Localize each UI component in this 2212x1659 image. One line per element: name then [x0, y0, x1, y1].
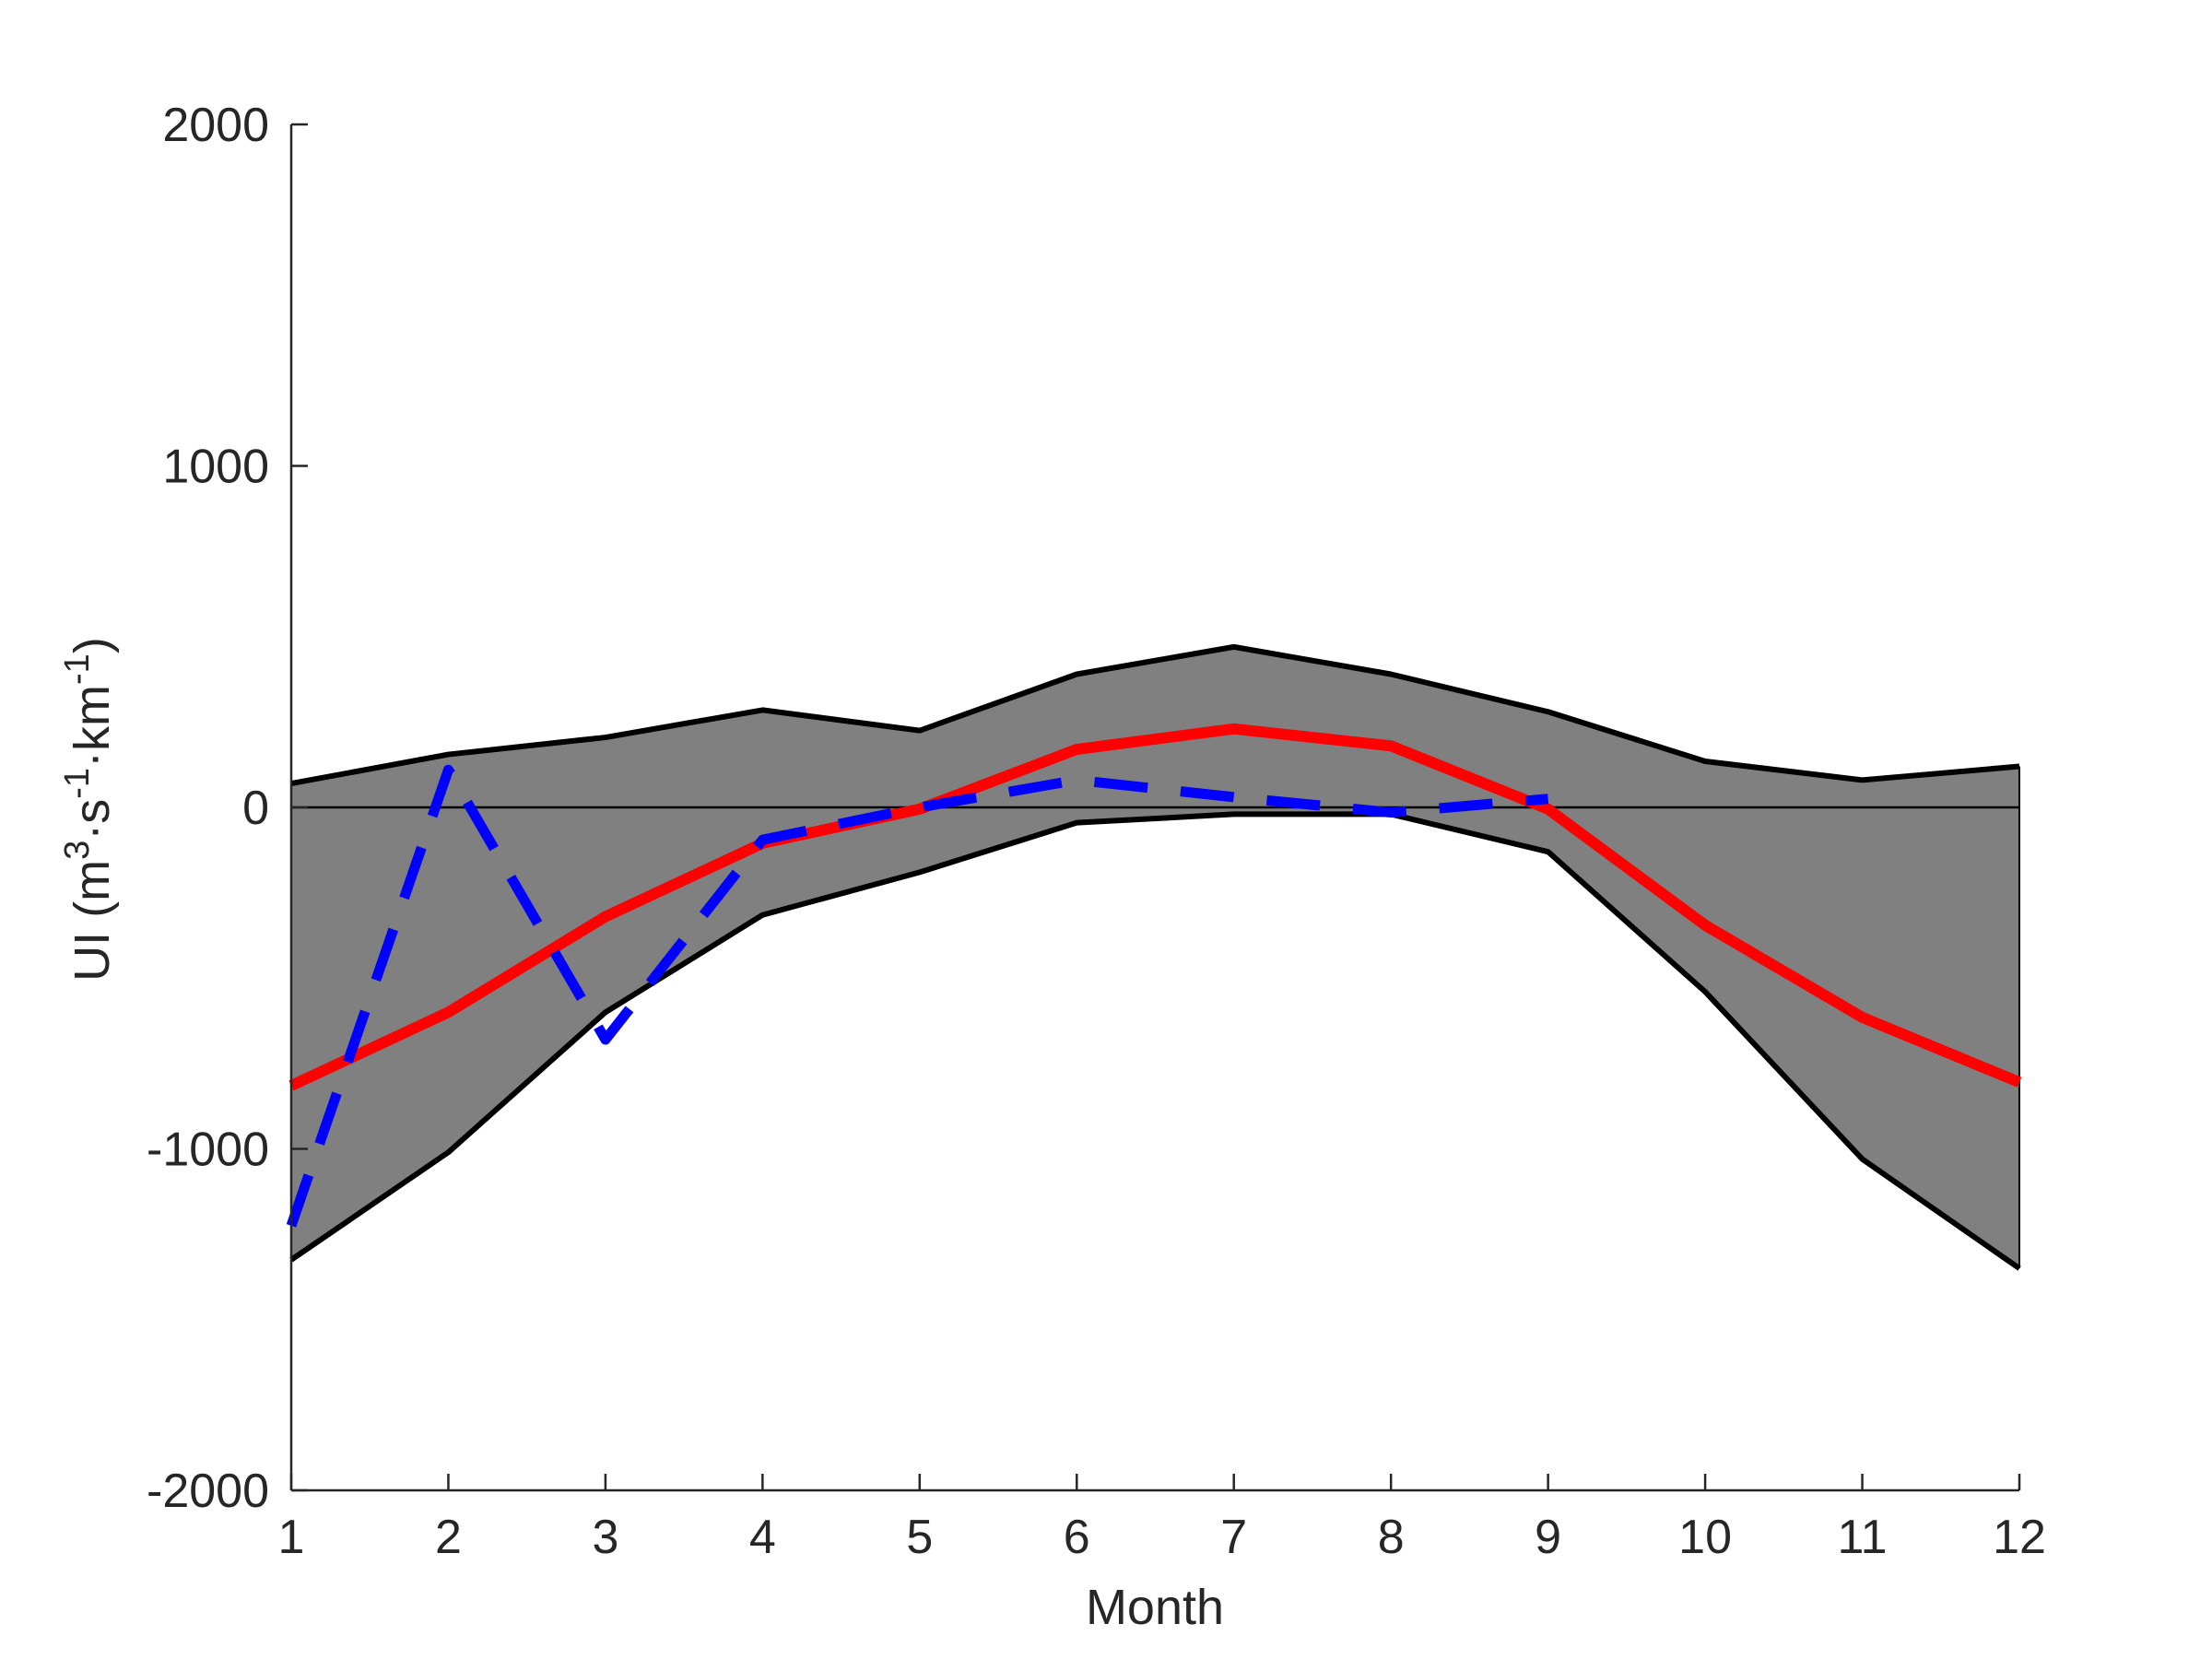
x-tick-label: 2	[435, 1511, 462, 1564]
y-tick-label: -1000	[147, 1124, 269, 1177]
x-tick-label: 12	[1993, 1511, 2046, 1564]
x-tick-label: 10	[1678, 1511, 1732, 1564]
range-lower-line	[289, 811, 2021, 1271]
y-tick-label: 0	[242, 782, 269, 835]
x-tick-label: 9	[1535, 1511, 1561, 1564]
x-tick-label: 5	[906, 1511, 933, 1564]
y-axis-label: UI (m3·s-1·km-1)	[58, 637, 120, 982]
x-tick-label: 3	[592, 1511, 618, 1564]
x-tick-label: 6	[1064, 1511, 1090, 1564]
series-line-solid	[288, 723, 2022, 1091]
x-tick-label: 7	[1220, 1511, 1247, 1564]
y-tick-label: -2000	[147, 1465, 269, 1518]
range-band-fill	[291, 646, 2019, 1269]
y-tick-label: 1000	[162, 441, 269, 494]
x-axis-label: Month	[1086, 1580, 1224, 1635]
plot-area	[286, 643, 2022, 1271]
x-tick-label: 11	[1838, 1511, 1888, 1564]
y-tick-label: 2000	[162, 99, 269, 152]
x-tick-label: 1	[278, 1511, 305, 1564]
x-tick-label: 4	[749, 1511, 776, 1564]
range-upper-line	[290, 643, 2020, 787]
x-tick-label: 8	[1378, 1511, 1405, 1564]
